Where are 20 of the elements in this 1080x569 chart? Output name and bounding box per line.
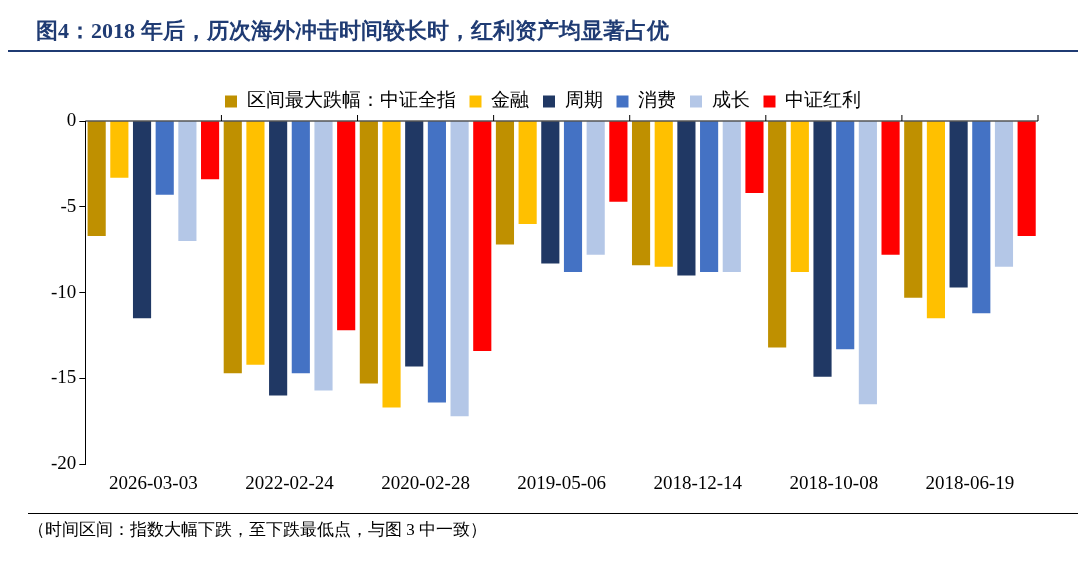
y-tick-label: -20 <box>51 452 77 474</box>
y-tick-label: -10 <box>51 280 77 302</box>
x-tick-label: 2019-05-06 <box>517 471 606 493</box>
legend-label: 消费 <box>638 89 676 111</box>
y-tick-label: -5 <box>60 194 77 216</box>
y-tick-label: 0 <box>66 108 77 130</box>
legend-label: 金融 <box>491 89 529 111</box>
x-tick-label: 2018-10-08 <box>789 471 879 493</box>
chart-title: 图4：2018 年后，历次海外冲击时间较长时，红利资产均显著占优 <box>8 8 1078 52</box>
x-tick-label: 2018-12-14 <box>653 471 743 493</box>
legend-label: 区间最大跌幅：中证全指 <box>246 89 456 111</box>
y-tick-label: -15 <box>51 366 77 388</box>
x-tick-label: 2018-06-19 <box>925 471 1015 493</box>
x-tick-label: 2022-02-24 <box>245 471 335 493</box>
legend-label: 成长 <box>711 89 750 111</box>
x-tick-label: 2020-02-28 <box>381 471 470 493</box>
legend-label: 中证红利 <box>785 89 861 111</box>
legend-label: 周期 <box>564 89 603 111</box>
x-tick-label: 2026-03-03 <box>109 471 198 493</box>
text: （时间区间：指数大幅下跌，至下跌最低点，与图 3 中一致） <box>28 519 488 541</box>
